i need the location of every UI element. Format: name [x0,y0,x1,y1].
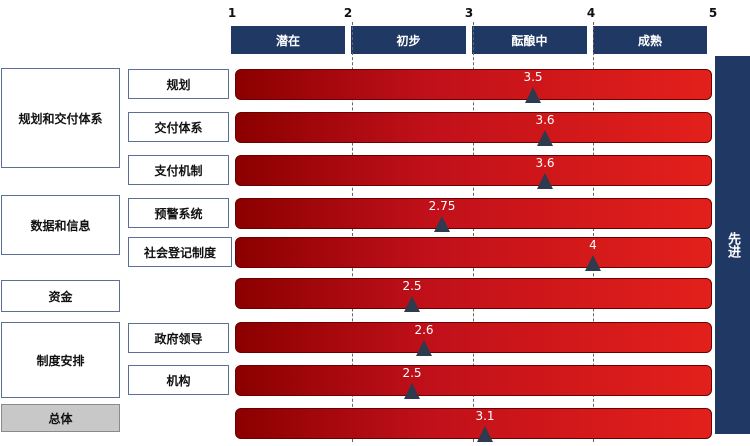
subitem-planning: 规划 [128,69,229,99]
score-marker-9 [477,426,493,442]
bar-3 [235,155,712,186]
bar-4 [235,198,712,229]
score-marker-1 [525,87,541,103]
scale-label-5: 5 [708,6,718,20]
scale-label-3: 3 [464,6,474,20]
category-data-information: 数据和信息 [1,195,120,255]
stage-header-mature: 成熟 [593,26,707,54]
score-label-4: 2.75 [428,199,456,213]
score-marker-5 [585,255,601,271]
score-label-5: 4 [589,238,597,252]
subitem-government-leadership: 政府领导 [128,323,229,353]
scale-label-4: 4 [586,6,596,20]
gridline-3 [473,22,474,442]
subitem-payment-mechanism: 支付机制 [128,155,229,185]
subitem-social-registry: 社会登记制度 [128,237,232,267]
bar-2 [235,112,712,143]
score-label-3: 3.6 [535,156,555,170]
score-label-7: 2.6 [414,323,434,337]
score-label-6: 2.5 [402,279,422,293]
bar-7 [235,322,712,353]
subitem-institutions: 机构 [128,365,229,395]
score-marker-6 [404,296,420,312]
bar-9 [235,408,712,439]
category-planning-delivery: 规划和交付体系 [1,68,120,168]
score-marker-2 [537,130,553,146]
score-label-9: 3.1 [475,409,495,423]
bar-6 [235,278,712,309]
stage-header-latent: 潜在 [231,26,345,54]
score-marker-8 [404,383,420,399]
category-institutional: 制度安排 [1,322,120,398]
scale-label-2: 2 [343,6,353,20]
bar-8 [235,365,712,396]
scale-label-1: 1 [227,6,237,20]
category-funding: 资金 [1,280,120,312]
category-overall: 总体 [1,404,120,432]
subitem-delivery-system: 交付体系 [128,112,229,142]
bar-1 [235,69,712,100]
score-label-2: 3.6 [535,113,555,127]
score-label-1: 3.5 [523,70,543,84]
gridline-2 [352,22,353,442]
score-marker-7 [416,340,432,356]
gridline-4 [593,22,594,442]
stage-header-advanced: 先进 [715,56,750,434]
bar-5 [235,237,712,268]
stage-header-initial: 初步 [351,26,466,54]
score-label-8: 2.5 [402,366,422,380]
score-marker-4 [434,216,450,232]
stage-header-emerging: 酝酿中 [472,26,587,54]
score-marker-3 [537,173,553,189]
subitem-early-warning: 预警系统 [128,198,229,228]
